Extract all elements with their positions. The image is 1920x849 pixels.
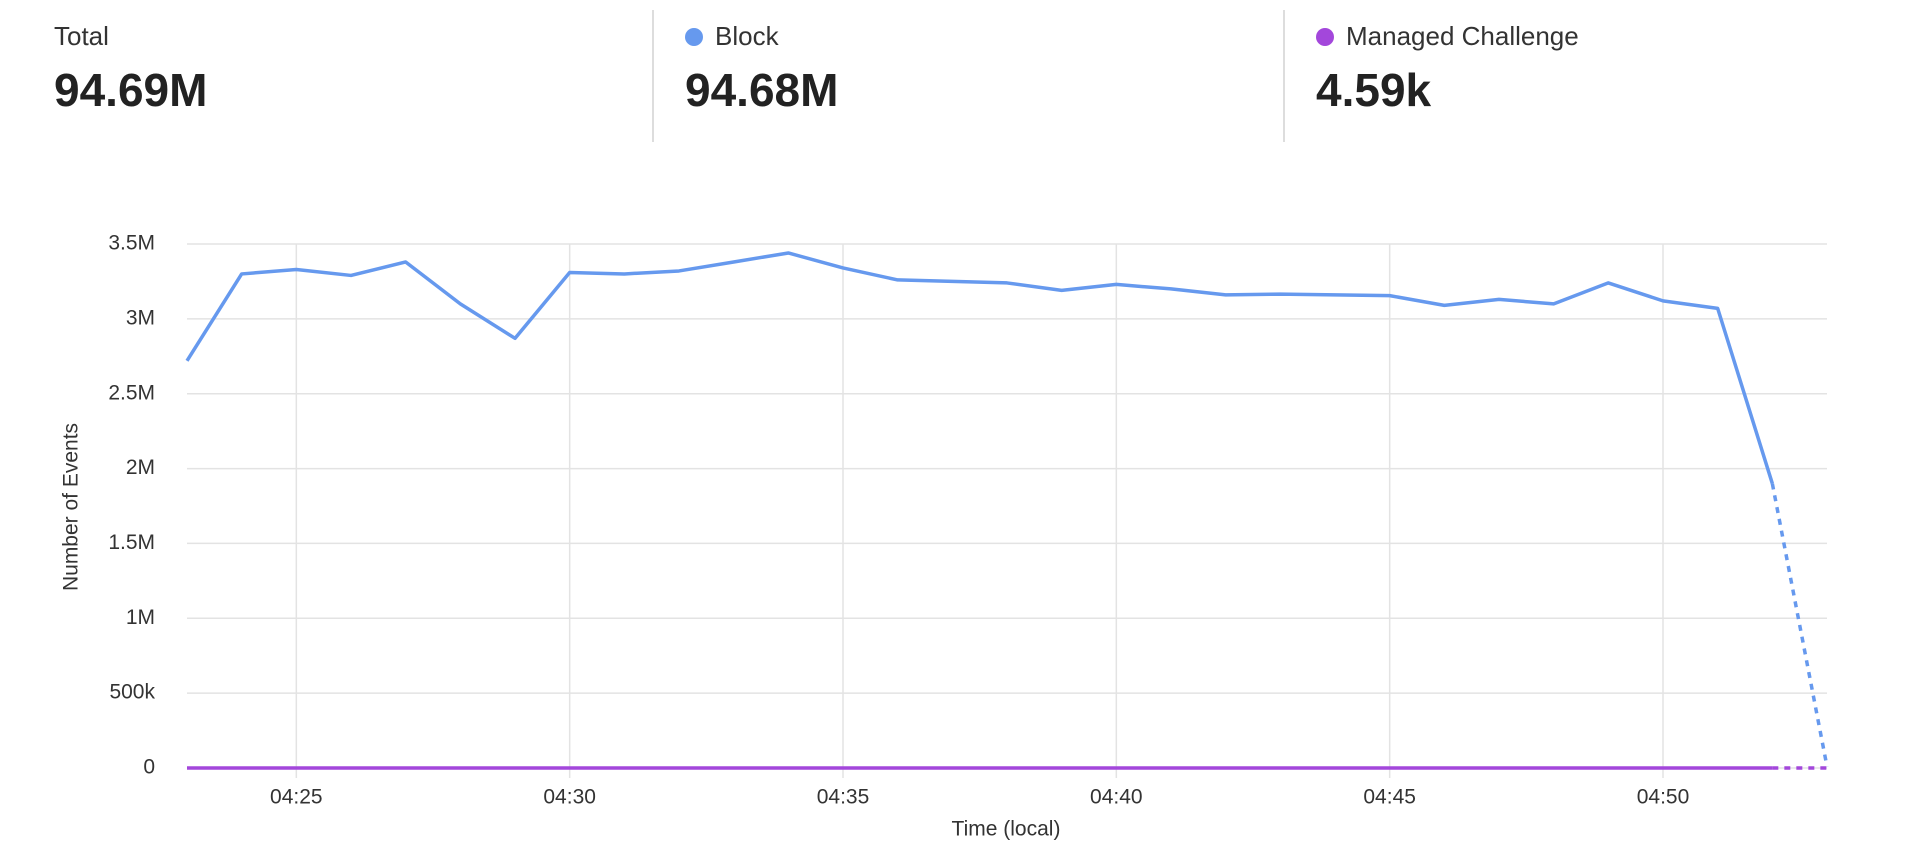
stat-value: 4.59k [1316,64,1432,116]
stat-value: 94.68M [685,64,838,116]
x-tick-label: 04:30 [543,786,596,809]
stat-label: Total [54,21,109,51]
x-tick-label: 04:50 [1637,786,1690,809]
legend-dot [685,28,703,46]
x-axis-title: Time (local) [952,818,1061,841]
legend-dot [1316,28,1334,46]
x-tick-label: 04:25 [270,786,323,809]
y-axis-title: Number of Events [60,423,83,591]
stat-label: Managed Challenge [1346,21,1579,51]
y-tick-label: 3M [126,306,155,329]
y-tick-label: 3.5M [108,232,155,255]
x-tick-label: 04:45 [1363,786,1416,809]
y-tick-label: 2M [126,456,155,479]
y-tick-label: 500k [109,681,155,704]
x-tick-label: 04:40 [1090,786,1143,809]
x-tick-label: 04:35 [817,786,870,809]
series-line [185,251,1775,485]
y-tick-label: 1.5M [108,531,155,554]
series-line-partial [1770,483,1829,767]
y-tick-label: 0 [143,756,155,779]
stat-label: Block [715,21,780,51]
y-tick-label: 1M [126,606,155,629]
y-tick-label: 2.5M [108,381,155,404]
stat-value: 94.69M [54,64,207,116]
